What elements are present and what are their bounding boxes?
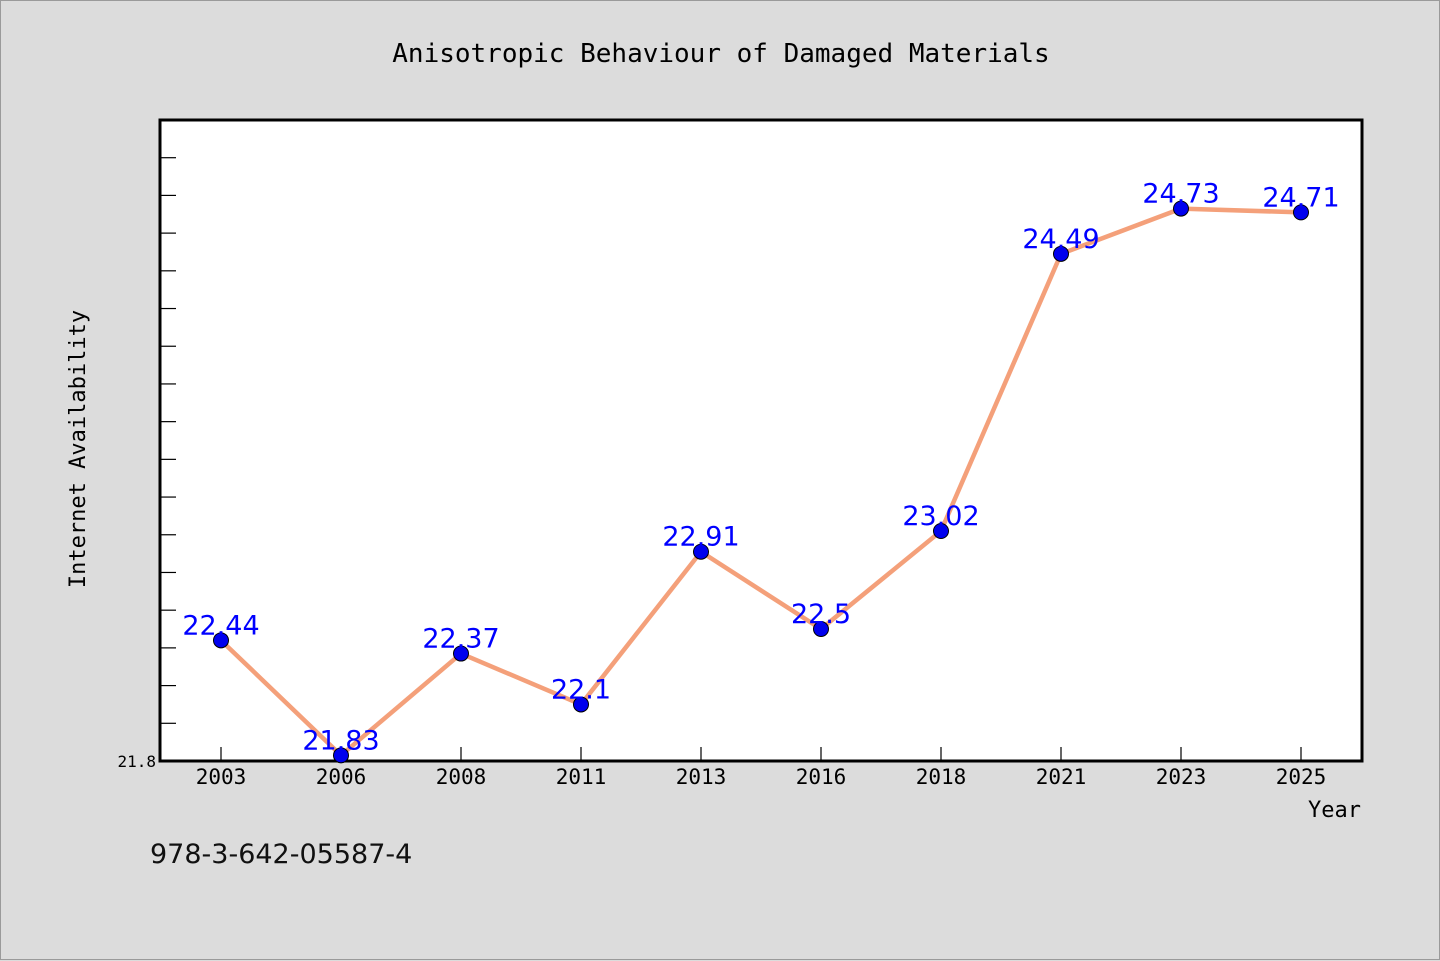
x-tick-label: 2006	[316, 765, 367, 789]
data-point	[693, 543, 709, 560]
y-axis-ticks: 21.8	[117, 119, 176, 771]
data-point	[573, 696, 589, 713]
data-point	[1173, 200, 1189, 217]
data-label: 24.73	[1142, 179, 1219, 210]
data-label: 22.5	[791, 599, 851, 630]
chart-title: Anisotropic Behaviour of Damaged Materia…	[392, 39, 1049, 69]
data-label: 22.37	[422, 624, 499, 655]
x-tick-label: 2008	[436, 765, 487, 789]
data-label: 23.02	[902, 501, 979, 532]
data-label: 21.83	[302, 725, 379, 756]
x-tick-label: 2018	[916, 765, 967, 789]
data-label: 22.1	[551, 674, 611, 705]
data-point	[933, 522, 949, 539]
data-label: 24.71	[1262, 182, 1339, 213]
x-axis-ticks: 2003 2006 2008 2011 2013 2016 2018 2021 2023 2025	[196, 747, 1327, 789]
plot-area	[158, 118, 1364, 763]
x-tick-label: 2016	[796, 765, 847, 789]
data-label: 24.49	[1022, 224, 1099, 255]
x-tick-label: 2023	[1156, 765, 1207, 789]
data-label: 22.44	[182, 610, 259, 641]
series-line	[219, 206, 1302, 758]
x-axis-label: Year	[1308, 798, 1361, 823]
y-axis-label: Internet Availability	[66, 310, 91, 588]
x-tick-label: 2011	[556, 765, 607, 789]
data-label: 22.91	[662, 522, 739, 553]
x-tick-label: 2003	[196, 765, 247, 789]
x-tick-label: 2013	[676, 765, 727, 789]
data-point	[1293, 204, 1309, 221]
data-point	[213, 632, 229, 649]
x-tick-label: 2021	[1036, 765, 1087, 789]
data-point	[453, 645, 469, 662]
isbn-text: 978-3-642-05587-4	[150, 839, 412, 870]
data-point	[1053, 245, 1069, 262]
data-point	[813, 621, 829, 638]
data-point	[333, 747, 349, 764]
series-group: 22.44 21.83 22.37 22.1 22.91 22.5 23.02 24.49 24…	[182, 179, 1340, 764]
x-tick-label: 2025	[1276, 765, 1327, 789]
y-tick-label: 21.8	[117, 752, 156, 771]
